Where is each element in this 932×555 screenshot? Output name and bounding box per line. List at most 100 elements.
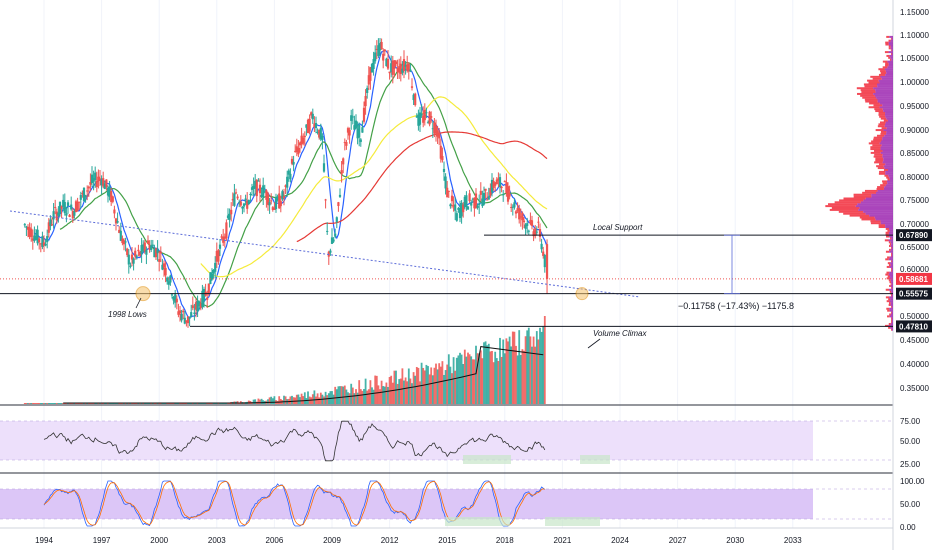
volume-bar <box>436 369 439 404</box>
profile-bar <box>888 62 893 65</box>
candle-body <box>415 116 418 118</box>
volume-bar <box>475 345 477 404</box>
profile-bar <box>887 315 890 318</box>
stoch-tick-label: 0.00 <box>900 523 916 532</box>
candle-body <box>441 155 444 161</box>
volume-bar <box>35 403 37 404</box>
time-tick-label: 2006 <box>266 536 284 545</box>
volume-bar <box>420 362 423 404</box>
candle-body <box>122 240 126 245</box>
candle-body <box>244 198 247 201</box>
profile-bar <box>887 66 893 69</box>
profile-bar <box>888 298 891 301</box>
price-label-box <box>896 272 932 285</box>
candle-body <box>31 238 34 241</box>
price-tick-label: 0.40000 <box>900 360 929 369</box>
candle-body <box>241 206 244 209</box>
time-tick-label: 2000 <box>150 536 168 545</box>
candle-body <box>356 128 359 139</box>
profile-bar <box>884 167 893 170</box>
volume-bar <box>36 403 39 404</box>
volume-bar <box>407 368 410 404</box>
volume-bar <box>52 403 55 404</box>
candle-body <box>175 298 178 303</box>
candle-body <box>505 182 508 194</box>
profile-bar <box>890 245 893 248</box>
candle-body <box>502 194 505 196</box>
candle-body <box>311 113 314 120</box>
candle-body <box>398 66 401 73</box>
climax-arrow <box>587 338 601 349</box>
profile-bar <box>881 127 887 130</box>
volume-bar <box>454 370 457 404</box>
candle-body <box>439 145 442 159</box>
candle-body <box>449 204 452 207</box>
candle-body <box>404 64 407 67</box>
profile-bar <box>886 54 890 57</box>
candle-body <box>422 115 425 123</box>
profile-bar <box>890 237 892 240</box>
profile-bar <box>883 119 888 122</box>
candle-body <box>289 173 292 180</box>
candle-body <box>458 209 462 219</box>
profile-bar <box>888 302 891 305</box>
ma-red-line <box>296 131 548 243</box>
candle-body <box>478 203 481 205</box>
volume-bar <box>340 386 343 404</box>
volume-bar <box>513 331 516 404</box>
candle-body <box>180 313 183 321</box>
profile-bar <box>885 231 889 234</box>
profile-bar <box>890 313 893 316</box>
candle-body <box>530 220 534 226</box>
profile-bar <box>884 174 889 177</box>
profile-bar <box>885 296 890 299</box>
profile-bar <box>864 85 878 88</box>
candle-body <box>510 206 513 208</box>
profile-bar <box>875 110 884 113</box>
candle-body <box>369 67 372 81</box>
volume-bar <box>519 354 522 404</box>
profile-bar <box>879 115 886 118</box>
profile-bar <box>868 142 880 145</box>
candle-body <box>324 199 327 201</box>
volume-ma-line <box>63 346 544 404</box>
candle-body <box>218 244 222 249</box>
candle-body <box>68 214 71 217</box>
candle-body <box>354 120 358 129</box>
candle-body <box>316 131 319 133</box>
profile-bar <box>884 134 893 137</box>
volume-bar <box>403 380 405 404</box>
profile-bar <box>878 172 886 175</box>
candle-body <box>273 207 276 210</box>
candle-body <box>308 118 311 132</box>
candle-body <box>159 251 162 254</box>
candle-body <box>490 179 494 193</box>
profile-bar <box>891 317 893 320</box>
candle-body <box>322 163 326 172</box>
profile-bar <box>860 201 893 204</box>
candle-body <box>399 63 402 74</box>
candle-body <box>516 208 519 211</box>
volume-bar <box>523 350 525 404</box>
candle-body <box>442 168 446 172</box>
volume-bar <box>439 366 442 404</box>
volume-bar <box>427 366 429 404</box>
volume-bar <box>395 370 397 404</box>
candle-body <box>217 250 220 262</box>
candle-body <box>262 185 265 198</box>
volume-bar <box>387 386 389 404</box>
time-tick-label: 2030 <box>726 536 744 545</box>
volume-bar <box>516 355 519 404</box>
candle-body <box>134 250 137 257</box>
candle-body <box>111 196 114 202</box>
profile-bar <box>880 151 893 154</box>
candle-body <box>30 228 33 238</box>
candle-body <box>474 193 478 208</box>
profile-bar <box>884 68 893 71</box>
profile-bar <box>890 45 893 48</box>
candle-body <box>201 290 204 308</box>
volume-bar <box>457 355 460 404</box>
volume-bar <box>470 356 473 404</box>
volume-bar <box>398 379 401 404</box>
